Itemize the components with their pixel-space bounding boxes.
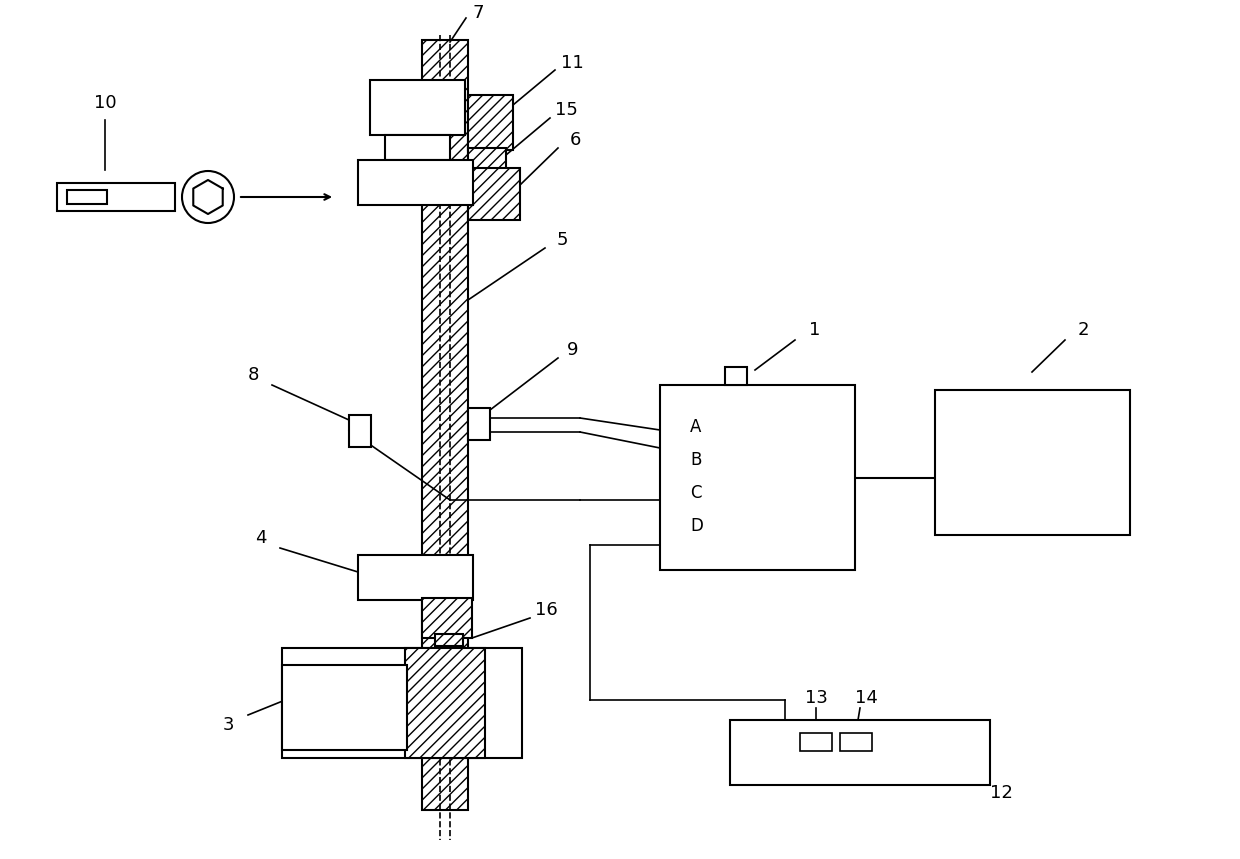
Text: 5: 5 <box>557 231 568 249</box>
Bar <box>422 40 467 810</box>
Bar <box>935 390 1130 535</box>
Bar <box>725 367 746 385</box>
Text: A: A <box>689 418 702 436</box>
Bar <box>348 415 371 447</box>
Text: 2: 2 <box>1078 321 1089 339</box>
Text: D: D <box>689 517 703 535</box>
Bar <box>467 168 520 220</box>
Bar <box>67 190 107 204</box>
Bar <box>660 385 856 570</box>
Bar <box>467 408 490 440</box>
Bar <box>384 135 450 160</box>
Text: 4: 4 <box>255 529 267 547</box>
Text: 12: 12 <box>990 784 1012 802</box>
Bar <box>730 720 990 785</box>
Text: 6: 6 <box>569 131 580 149</box>
Text: 13: 13 <box>805 689 827 707</box>
Text: 16: 16 <box>534 601 557 619</box>
Bar <box>281 665 407 750</box>
Text: 9: 9 <box>567 341 579 359</box>
Text: 15: 15 <box>554 101 578 119</box>
Bar <box>422 598 472 638</box>
Bar <box>281 648 522 758</box>
Bar <box>370 80 465 135</box>
Text: 7: 7 <box>472 4 484 22</box>
Text: 11: 11 <box>560 54 583 72</box>
Bar <box>467 95 513 150</box>
Bar <box>405 648 485 758</box>
Text: B: B <box>689 451 702 469</box>
Text: 8: 8 <box>247 366 259 384</box>
Text: 10: 10 <box>94 94 117 112</box>
Bar <box>800 733 832 751</box>
Text: 1: 1 <box>810 321 821 339</box>
Bar <box>435 634 463 646</box>
Text: C: C <box>689 484 702 502</box>
Bar <box>358 555 472 600</box>
Bar <box>467 148 506 170</box>
Text: 3: 3 <box>222 716 234 734</box>
Bar <box>839 733 872 751</box>
Text: 14: 14 <box>854 689 878 707</box>
Bar <box>358 160 472 205</box>
Bar <box>57 183 175 211</box>
